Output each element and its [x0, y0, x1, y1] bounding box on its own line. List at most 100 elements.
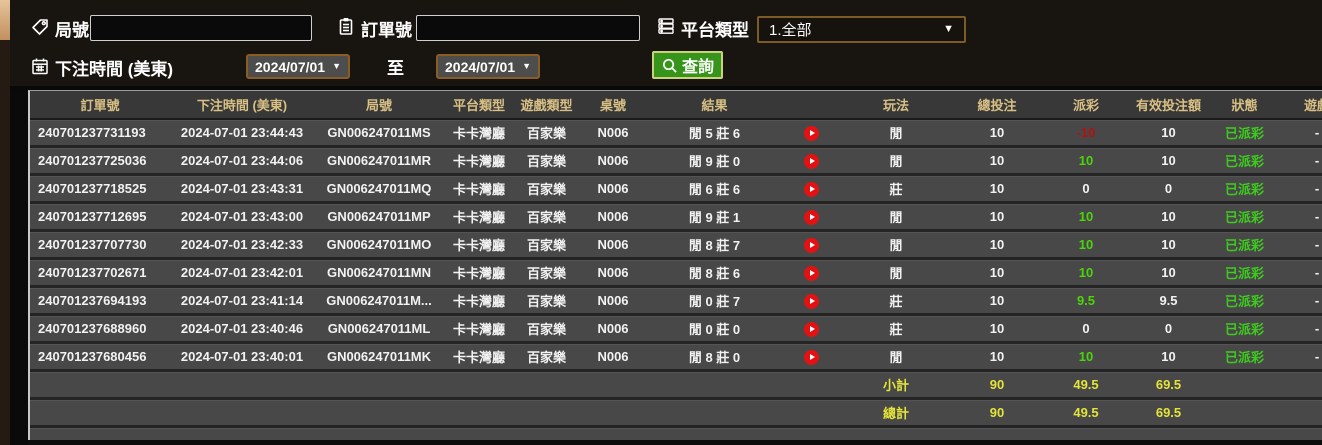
subtotal-label: 小計 [840, 372, 952, 400]
date-from-dropdown[interactable]: 2024/07/01 ▼ [246, 54, 350, 79]
col-total-bet: 總投注 [952, 91, 1042, 120]
bet-time-cell: 2024-07-01 23:42:01 [170, 260, 314, 288]
replay-cell [782, 260, 840, 288]
table-number-cell: N006 [579, 204, 647, 232]
status-cell: 已派彩 [1207, 176, 1282, 204]
payout-cell: 0 [1042, 176, 1130, 204]
platform-type-cell: 卡卡灣廳 [444, 204, 514, 232]
round-number-cell: GN006247011MP [314, 204, 444, 232]
grand-total-row: 總計 90 49.5 69.5 [30, 400, 1322, 428]
play-icon[interactable] [803, 293, 819, 309]
valid-bet-cell: 10 [1130, 232, 1207, 260]
table-header-row: 訂單號 下注時間 (美東) 局號 平台類型 遊戲類型 桌號 結果 玩法 總投注 … [30, 91, 1322, 120]
platform-type-cell: 卡卡灣廳 [444, 316, 514, 344]
order-number-input[interactable] [416, 15, 640, 41]
table-row[interactable]: 240701237725036 2024-07-01 23:44:06 GN00… [30, 148, 1322, 176]
status-cell: 已派彩 [1207, 148, 1282, 176]
game-type-cell: 百家樂 [514, 316, 579, 344]
play-icon[interactable] [803, 181, 819, 197]
status-cell: 已派彩 [1207, 260, 1282, 288]
replay-cell [782, 316, 840, 344]
payout-cell: 10 [1042, 148, 1130, 176]
payout-cell: 10 [1042, 232, 1130, 260]
grand-total-total-bet: 90 [952, 400, 1042, 428]
col-status: 狀態 [1207, 91, 1282, 120]
bet-time-label: 下注時間 (美東) [55, 60, 174, 79]
game-type-cell: 百家樂 [514, 204, 579, 232]
col-round-number: 局號 [314, 91, 444, 120]
payout-cell: 10 [1042, 260, 1130, 288]
table-row[interactable]: 240701237694193 2024-07-01 23:41:14 GN00… [30, 288, 1322, 316]
calendar-icon [30, 56, 50, 76]
table-number-cell: N006 [579, 344, 647, 372]
clipped-next-row [28, 428, 1322, 440]
play-icon[interactable] [803, 237, 819, 253]
platform-type-selected-value: 1.全部 [769, 22, 812, 39]
subtotal-payout: 49.5 [1042, 372, 1130, 400]
caret-down-icon: ▼ [522, 61, 531, 71]
result-cell: 閒 8 莊 6 [647, 260, 782, 288]
replay-cell [782, 344, 840, 372]
total-bet-cell: 10 [952, 204, 1042, 232]
search-button[interactable]: 查詢 [652, 51, 724, 79]
table-row[interactable]: 240701237731193 2024-07-01 23:44:43 GN00… [30, 120, 1322, 148]
play-icon[interactable] [803, 349, 819, 365]
play-type-cell: 莊 [840, 176, 952, 204]
play-type-cell: 閒 [840, 204, 952, 232]
table-row[interactable]: 240701237712695 2024-07-01 23:43:00 GN00… [30, 204, 1322, 232]
play-icon[interactable] [803, 321, 819, 337]
table-row[interactable]: 240701237688960 2024-07-01 23:40:46 GN00… [30, 316, 1322, 344]
table-row[interactable]: 240701237718525 2024-07-01 23:43:31 GN00… [30, 176, 1322, 204]
play-triangle [809, 298, 815, 305]
col-valid-bet: 有效投注額 [1130, 91, 1207, 120]
payout-cell: -10 [1042, 120, 1130, 148]
result-cell: 閒 0 莊 7 [647, 288, 782, 316]
bet-time-cell: 2024-07-01 23:44:43 [170, 120, 314, 148]
server-icon [656, 16, 676, 36]
round-number-cell: GN006247011MQ [314, 176, 444, 204]
total-bet-cell: 10 [952, 288, 1042, 316]
order-number-cell: 240701237680456 [30, 344, 170, 372]
col-table-number: 桌號 [579, 91, 647, 120]
platform-type-cell: 卡卡灣廳 [444, 344, 514, 372]
col-game-type: 遊戲類型 [514, 91, 579, 120]
round-number-input[interactable] [90, 15, 312, 41]
result-cell: 閒 9 莊 0 [647, 148, 782, 176]
col-game: 遊戲 [1282, 91, 1322, 120]
platform-type-cell: 卡卡灣廳 [444, 176, 514, 204]
subtotal-valid-bet: 69.5 [1130, 372, 1207, 400]
valid-bet-cell: 10 [1130, 344, 1207, 372]
total-bet-cell: 10 [952, 316, 1042, 344]
table-row[interactable]: 240701237707730 2024-07-01 23:42:33 GN00… [30, 232, 1322, 260]
grand-total-payout: 49.5 [1042, 400, 1130, 428]
table-row[interactable]: 240701237702671 2024-07-01 23:42:01 GN00… [30, 260, 1322, 288]
result-cell: 閒 9 莊 1 [647, 204, 782, 232]
clipboard-icon [336, 16, 356, 36]
valid-bet-cell: 10 [1130, 204, 1207, 232]
play-icon[interactable] [803, 265, 819, 281]
table-number-cell: N006 [579, 288, 647, 316]
play-icon[interactable] [803, 153, 819, 169]
grand-total-label: 總計 [840, 400, 952, 428]
order-number-cell: 240701237707730 [30, 232, 170, 260]
bet-time-cell: 2024-07-01 23:44:06 [170, 148, 314, 176]
left-corner-decoration [0, 0, 10, 40]
bet-time-cell: 2024-07-01 23:42:33 [170, 232, 314, 260]
status-cell: 已派彩 [1207, 316, 1282, 344]
play-icon[interactable] [803, 209, 819, 225]
table-number-cell: N006 [579, 176, 647, 204]
play-icon[interactable] [803, 125, 819, 141]
status-cell: 已派彩 [1207, 204, 1282, 232]
platform-type-cell: 卡卡灣廳 [444, 260, 514, 288]
date-range-to-label: 至 [387, 59, 404, 78]
col-bet-time: 下注時間 (美東) [170, 91, 314, 120]
date-to-dropdown[interactable]: 2024/07/01 ▼ [436, 54, 540, 79]
play-triangle [809, 214, 815, 221]
panel-divider [0, 86, 1322, 92]
col-order-number: 訂單號 [30, 91, 170, 120]
result-cell: 閒 6 莊 6 [647, 176, 782, 204]
table-row[interactable]: 240701237680456 2024-07-01 23:40:01 GN00… [30, 344, 1322, 372]
left-edge-strip [0, 0, 10, 445]
result-cell: 閒 5 莊 6 [647, 120, 782, 148]
platform-type-select[interactable]: 1.全部 ▼ [757, 16, 966, 43]
